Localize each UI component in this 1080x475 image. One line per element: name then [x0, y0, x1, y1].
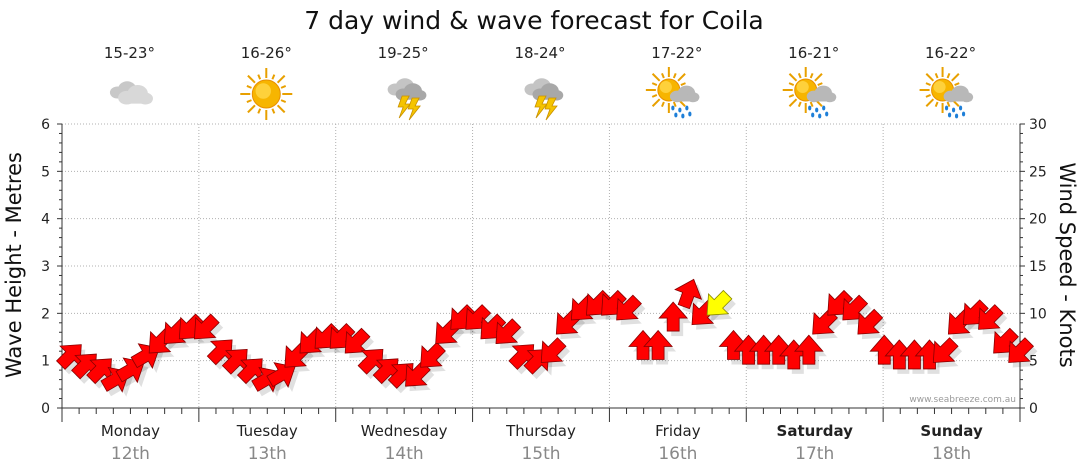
date-label: 18th [932, 444, 971, 464]
sun-rain-icon [645, 67, 700, 119]
temp-range: 16-26° [241, 44, 292, 62]
sunny-icon [240, 68, 293, 120]
left-tick-label: 5 [41, 164, 50, 180]
wind-arrow [794, 334, 824, 365]
right-tick-label: 0 [1029, 401, 1038, 417]
date-label: 13th [248, 444, 287, 464]
temp-range: 17-22° [651, 44, 702, 62]
wind-arrow [978, 304, 1004, 330]
wind-arrow [674, 278, 703, 310]
date-label: 17th [795, 444, 834, 464]
watermark: www.seabreeze.com.au [909, 395, 1016, 405]
temp-range: 18-24° [514, 44, 565, 62]
thunderstorm-icon [524, 78, 564, 121]
sun-rain-icon [919, 67, 974, 119]
left-tick-label: 0 [41, 401, 50, 417]
temp-range: 15-23° [104, 44, 155, 62]
thunderstorm-icon [387, 78, 427, 121]
temp-range: 16-21° [788, 44, 839, 62]
left-tick-label: 2 [41, 306, 50, 322]
date-label: 14th [385, 444, 424, 464]
left-tick-label: 6 [41, 117, 50, 133]
day-label: Monday [101, 422, 160, 440]
left-tick-label: 3 [41, 259, 50, 275]
day-label: Wednesday [361, 422, 448, 440]
left-tick-label: 1 [41, 354, 50, 370]
wind-arrow [616, 294, 642, 321]
sun-rain-icon [782, 67, 837, 119]
left-axis-label: Wave Height - Metres [2, 152, 26, 378]
plot-area: 0 1 2 3 4 5 6 0 5 10 15 20 25 30 Monday 12th Tuesday 13th… [41, 117, 1047, 464]
wind-arrow [495, 318, 522, 345]
wind-arrow [857, 308, 884, 335]
wind-arrow [658, 301, 689, 332]
day-label: Saturday [777, 422, 854, 440]
left-tick-label: 4 [41, 212, 50, 228]
date-label: 15th [521, 444, 560, 464]
temp-range: 16-22° [925, 44, 976, 62]
chart-title: 7 day wind & wave forecast for Coila [304, 6, 764, 35]
wind-arrow [1008, 337, 1035, 363]
right-axis-label: Wind Speed - Knots [1055, 162, 1079, 367]
wind-arrow [193, 313, 220, 340]
date-label: 16th [658, 444, 697, 464]
date-label: 12th [111, 444, 150, 464]
wind-arrow [420, 341, 446, 368]
temp-range: 19-25° [378, 44, 429, 62]
cloudy-icon [109, 81, 153, 105]
day-label: Tuesday [236, 422, 298, 440]
wind-arrow [540, 337, 567, 363]
wind-arrow [706, 289, 733, 316]
right-tick-label: 15 [1029, 259, 1047, 275]
day-label: Sunday [920, 422, 983, 440]
day-label: Thursday [505, 422, 576, 440]
right-tick-label: 5 [1029, 354, 1038, 370]
day-headers: 15-23° 16-26° 19-25° 18-24° 17-22° 16-21° 16-2… [104, 44, 976, 121]
right-tick-label: 20 [1029, 212, 1047, 228]
right-tick-label: 10 [1029, 306, 1047, 322]
day-label: Friday [655, 422, 701, 440]
wind-arrow [266, 362, 296, 388]
right-tick-label: 25 [1029, 164, 1047, 180]
wind-arrow [643, 329, 673, 360]
right-tick-label: 30 [1029, 117, 1047, 133]
wind-arrow [932, 337, 959, 363]
wind-arrows [55, 278, 1038, 397]
